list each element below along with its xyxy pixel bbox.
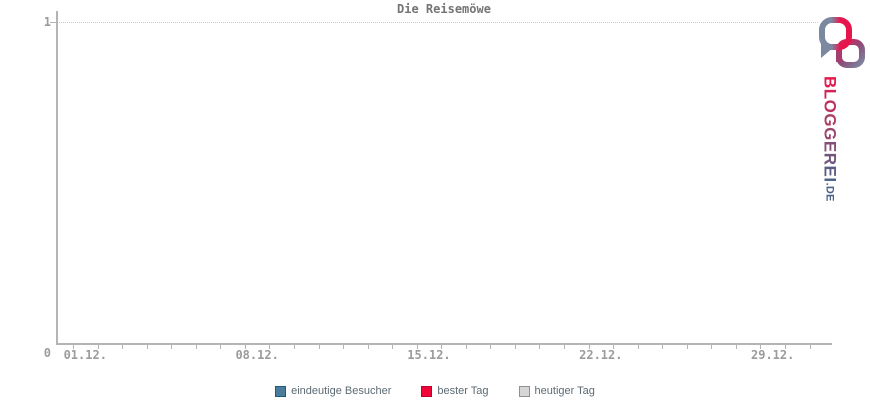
gridline-y1 <box>59 22 818 23</box>
x-tick <box>564 345 565 349</box>
x-tick <box>392 345 394 349</box>
logo-text-suffix: .DE <box>823 182 836 202</box>
bloggerei-logo-link[interactable]: BLOGGEREI.DE <box>816 16 868 226</box>
x-tick <box>146 345 148 349</box>
x-tick <box>122 345 124 349</box>
x-tick <box>269 345 271 349</box>
x-axis-label: 15.12. <box>407 348 451 362</box>
x-tick <box>784 345 786 349</box>
unique-visitors-swatch-icon <box>275 385 287 397</box>
legend-item-today: heutiger Tag <box>518 385 595 397</box>
x-tick <box>441 345 443 349</box>
x-tick <box>73 345 74 349</box>
x-tick <box>809 345 811 349</box>
x-tick <box>490 345 492 349</box>
x-axis <box>56 343 832 345</box>
legend-label: eindeutige Besucher <box>291 385 392 397</box>
x-tick <box>244 345 246 349</box>
y-tick-1 <box>50 22 56 23</box>
legend-label: bester Tag <box>437 385 489 397</box>
x-tick <box>97 345 99 349</box>
x-tick <box>416 345 418 349</box>
x-tick <box>760 345 762 349</box>
x-axis-label: 22.12. <box>579 348 623 362</box>
today-swatch-icon <box>518 385 530 397</box>
x-axis-label: 08.12. <box>235 348 279 362</box>
x-tick <box>637 345 639 349</box>
x-tick <box>195 345 197 349</box>
x-tick <box>220 345 222 349</box>
y-axis-label-0: 0 <box>43 346 51 360</box>
best-day-swatch-icon <box>421 385 433 397</box>
x-tick <box>171 345 173 349</box>
x-tick <box>514 345 516 349</box>
bloggerei-logo-icon <box>819 17 865 68</box>
bloggerei-logo-text: BLOGGEREI.DE <box>819 76 839 202</box>
x-tick <box>735 345 737 349</box>
chart-title: Die Reisemöwe <box>397 2 491 16</box>
x-tick <box>465 345 467 349</box>
legend-label: heutiger Tag <box>534 385 595 397</box>
y-axis-label-1: 1 <box>43 15 51 29</box>
logo-text-main: BLOGGEREI <box>820 76 840 183</box>
x-tick <box>613 345 615 349</box>
x-tick <box>662 345 664 349</box>
x-tick <box>539 345 541 349</box>
legend: eindeutige Besucher bester Tag heutiger … <box>0 385 870 397</box>
x-tick <box>588 345 590 349</box>
legend-item-unique-visitors: eindeutige Besucher <box>275 385 391 397</box>
x-tick <box>343 345 345 349</box>
x-axis-label: 29.12. <box>750 348 795 362</box>
x-tick <box>318 345 320 349</box>
legend-item-best-day: bester Tag <box>421 385 489 397</box>
y-axis <box>56 11 58 345</box>
x-tick <box>686 345 688 349</box>
x-tick <box>367 345 369 349</box>
x-axis-label: 01.12. <box>63 348 107 362</box>
x-tick <box>293 345 295 349</box>
x-tick <box>711 345 713 349</box>
